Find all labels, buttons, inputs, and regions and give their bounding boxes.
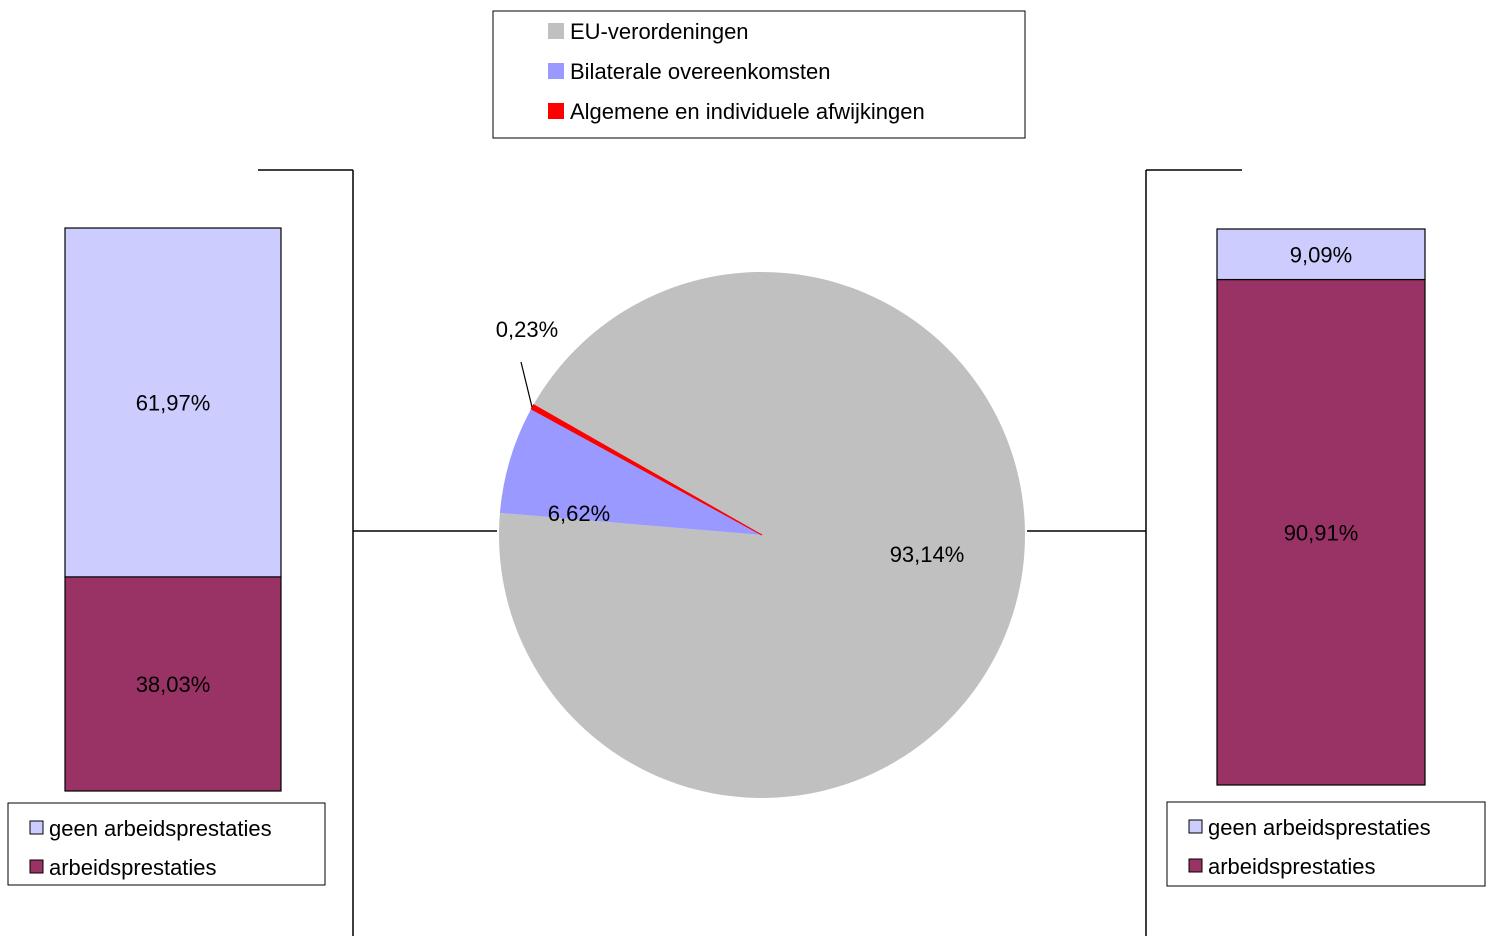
bar-data-label: 9,09%	[1290, 242, 1352, 267]
pie-legend-swatch	[548, 23, 564, 39]
bar-data-label: 90,91%	[1284, 520, 1359, 545]
pie-slice-bilaterale-overeenkomsten	[499, 408, 762, 535]
connector-lines	[258, 169, 1242, 936]
bar-data-label: 38,03%	[136, 672, 211, 697]
bar-segment-geen-arbeidsprestaties	[1216, 228, 1426, 281]
bar-segment-arbeidsprestaties	[64, 576, 282, 792]
pie-chart: 93,14% 6,62% 0,23%	[496, 271, 1026, 798]
right-bar-legend: geen arbeidsprestaties arbeidsprestaties	[1166, 801, 1486, 887]
pie-legend-box	[492, 10, 1026, 139]
bar-legend-swatch	[1188, 858, 1203, 873]
bar-segment-geen-arbeidsprestaties	[64, 227, 282, 578]
bar-legend-swatch	[29, 859, 44, 874]
bar-legend-label: arbeidsprestaties	[49, 855, 217, 880]
pie-legend-label: Algemene en individuele afwijkingen	[570, 99, 925, 124]
pie-legend-label: EU-verordeningen	[570, 19, 749, 44]
bar-segment-arbeidsprestaties	[1216, 278, 1426, 786]
right-stacked-bar: 90,91% 9,09%	[1216, 228, 1426, 786]
left-bar-legend: geen arbeidsprestaties arbeidsprestaties	[7, 802, 326, 886]
bar-legend-box	[7, 802, 326, 886]
pie-legend-swatch	[548, 63, 564, 79]
bar-legend-label: geen arbeidsprestaties	[49, 816, 272, 841]
bar-legend-swatch	[1188, 819, 1203, 834]
pie-label-bilaterale-overeenkomsten: 6,62%	[548, 501, 610, 526]
bar-legend-label: geen arbeidsprestaties	[1208, 815, 1431, 840]
bar-data-label: 61,97%	[136, 390, 211, 415]
pie-legend: EU-verordeningen Bilaterale overeenkomste…	[492, 10, 1026, 139]
pie-label-afwijkingen: 0,23%	[496, 317, 558, 342]
left-stacked-bar: 38,03% 61,97%	[64, 227, 282, 792]
bar-legend-box	[1166, 801, 1486, 887]
pie-legend-label: Bilaterale overeenkomsten	[570, 59, 830, 84]
pie-leader-line	[520, 361, 533, 408]
pie-legend-swatch	[548, 103, 564, 119]
pie-label-eu-verordeningen: 93,14%	[890, 542, 965, 567]
bar-legend-label: arbeidsprestaties	[1208, 854, 1376, 879]
bar-legend-swatch	[29, 820, 44, 835]
